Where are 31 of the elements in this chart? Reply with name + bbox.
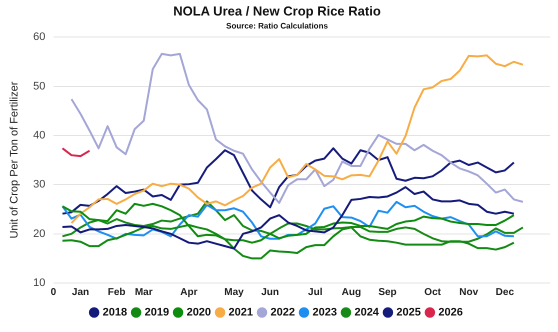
- x-tick-label: Jun: [261, 286, 280, 298]
- x-tick-label: May: [224, 286, 244, 298]
- y-tick-label: 30: [33, 178, 46, 191]
- x-tick-label: Jan: [72, 286, 90, 298]
- legend-label: 2020: [186, 306, 212, 319]
- x-tick-label: Sep: [378, 286, 397, 298]
- x-tick-label: Dec: [496, 286, 514, 298]
- legend-label: 2023: [312, 306, 337, 319]
- x-tick-label: Mar: [134, 286, 153, 298]
- chart-title: NOLA Urea / New Crop Rice Ratio: [173, 3, 381, 18]
- y-tick-label: 10: [33, 277, 46, 290]
- y-axis-title: Unit of Crop Per Ton of Fertilizer: [8, 81, 21, 239]
- x-tick-label: Oct: [424, 286, 442, 298]
- x-tick-label: Jul: [308, 286, 323, 298]
- chart-subtitle: Source: Ratio Calculations: [226, 22, 328, 31]
- legend-label: 2026: [438, 306, 463, 319]
- y-tick-label: 40: [33, 130, 46, 142]
- x-tick-label: 0: [50, 286, 57, 298]
- x-tick-label: Nov: [459, 286, 479, 298]
- legend-label: 2022: [270, 306, 295, 319]
- y-tick-label: 20: [33, 228, 46, 240]
- x-tick-label: Apr: [180, 286, 198, 298]
- x-tick-label: Feb: [108, 286, 126, 298]
- x-tick-label: Aug: [342, 286, 362, 298]
- y-tick-label: 60: [33, 31, 46, 44]
- legend-label: 2025: [396, 306, 421, 319]
- legend-label: 2024: [354, 306, 380, 319]
- legend-label: 2019: [144, 306, 170, 319]
- y-tick-label: 50: [33, 80, 46, 92]
- legend-label: 2021: [228, 306, 254, 319]
- legend-label: 2018: [102, 306, 128, 319]
